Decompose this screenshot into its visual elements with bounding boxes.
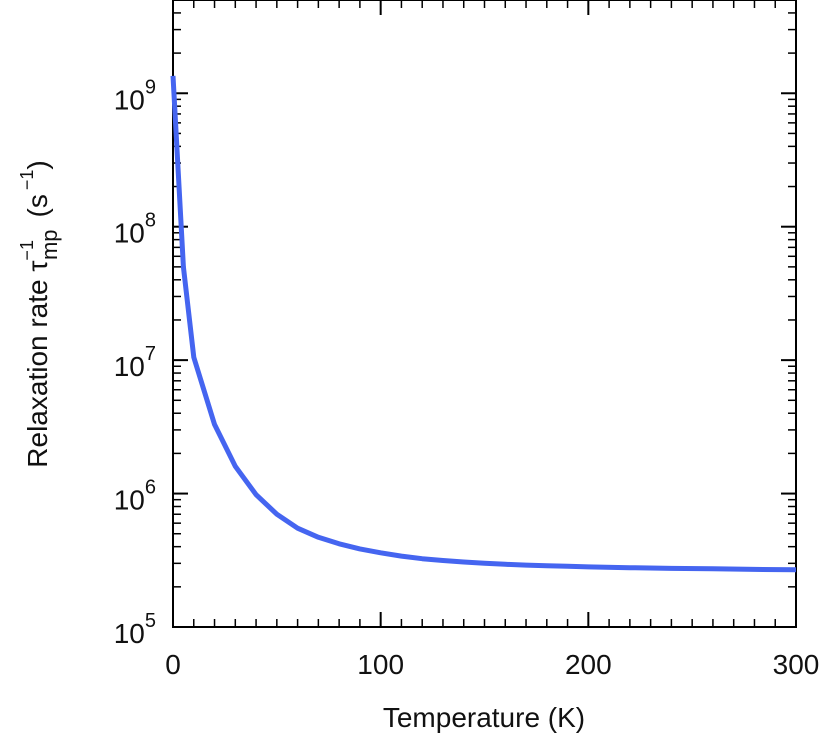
- y-tick-label-exponent: 8: [145, 210, 156, 232]
- y-tick-label: 109: [114, 76, 156, 115]
- y-tick-label-exponent: 7: [145, 343, 156, 365]
- y-axis-title-units-open: (s: [22, 194, 53, 217]
- y-axis-title-superscript: −1: [17, 240, 37, 261]
- major-ticks: [172, 0, 797, 628]
- y-axis-title-subscript: mp: [37, 229, 62, 260]
- y-tick-label: 107: [114, 343, 156, 382]
- y-tick-label: 106: [114, 477, 156, 516]
- y-tick-label-exponent: 5: [145, 610, 156, 632]
- series-line-0: [170, 75, 797, 573]
- svg-text:Relaxation rate τ−1mp(s−1): Relaxation rate τ−1mp(s−1): [17, 160, 62, 467]
- y-tick-label-base: 10: [114, 218, 145, 249]
- y-tick-label-exponent: 9: [145, 76, 156, 98]
- y-tick-label-base: 10: [114, 485, 145, 516]
- minor-ticks: [173, 0, 796, 627]
- x-tick-label: 0: [165, 649, 181, 680]
- y-axis-title-units-close: ): [22, 160, 53, 169]
- y-axis-title-symbol: τ: [22, 261, 53, 272]
- y-tick-label-base: 10: [114, 618, 145, 649]
- x-axis-title: Temperature (K): [383, 702, 585, 733]
- y-axis-title: Relaxation rate τ−1mp(s−1): [17, 160, 62, 467]
- y-tick-label: 108: [114, 210, 156, 249]
- series-layer: [170, 75, 797, 573]
- y-tick-label-exponent: 6: [145, 477, 156, 499]
- y-tick-label-base: 10: [114, 351, 145, 382]
- x-tick-labels: 0 100 200 300: [165, 649, 819, 680]
- y-axis-title-units-superscript: −1: [17, 170, 37, 191]
- x-tick-label: 200: [565, 649, 612, 680]
- x-tick-label: 300: [773, 649, 820, 680]
- plot-frame: [172, 0, 797, 628]
- y-axis-title-prefix: Relaxation rate: [22, 272, 53, 468]
- y-tick-label-base: 10: [114, 84, 145, 115]
- x-tick-label: 100: [357, 649, 404, 680]
- y-tick-label: 105: [114, 610, 156, 649]
